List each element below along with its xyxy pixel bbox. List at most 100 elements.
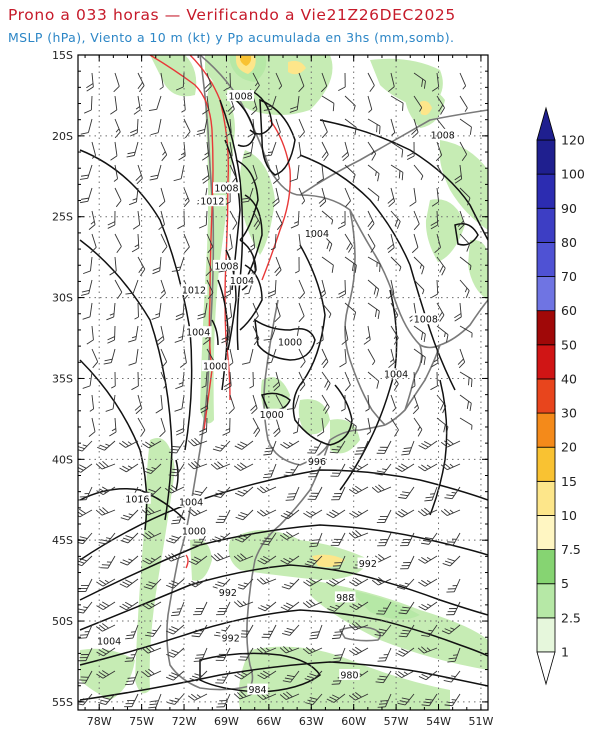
wind-barb <box>148 693 162 709</box>
lon-label: 54W <box>426 715 451 728</box>
wind-barb <box>285 486 300 501</box>
wind-barb <box>171 256 185 272</box>
wind-barb <box>257 555 277 565</box>
wind-barb <box>251 164 258 185</box>
wind-barb <box>166 532 185 544</box>
wind-barb <box>431 348 439 368</box>
wind-barb <box>367 302 380 319</box>
wind-barb <box>459 141 468 161</box>
wind-barb <box>298 118 305 139</box>
wind-barb <box>114 233 122 254</box>
wind-barb <box>80 118 93 135</box>
wind-barb <box>141 506 162 516</box>
wind-barb <box>413 348 426 366</box>
isobar-label: 980 <box>340 671 358 682</box>
wind-barb <box>201 141 210 161</box>
wind-barb <box>183 233 190 254</box>
wind-barb <box>171 509 185 525</box>
wind-barb <box>206 233 214 254</box>
wind-barb <box>167 693 185 705</box>
wind-barb <box>274 302 281 323</box>
wind-barb <box>302 647 323 655</box>
isobar-label: 1008 <box>214 184 238 195</box>
wind-barb <box>440 508 461 516</box>
wind-barb <box>275 72 283 90</box>
wind-barb <box>320 72 328 93</box>
wind-barb <box>126 141 139 158</box>
wind-barb <box>103 348 116 365</box>
colorbar-segment <box>536 515 556 551</box>
wind-barb <box>142 601 162 610</box>
colorbar-label: 5 <box>561 576 569 591</box>
colorbar-segment <box>536 276 556 312</box>
colorbar-segment <box>536 344 556 380</box>
wind-barb <box>159 72 164 90</box>
wind-barb <box>198 210 208 229</box>
wind-barb <box>78 486 93 501</box>
wind-barb <box>166 670 185 681</box>
wind-barb <box>260 532 277 546</box>
wind-barb <box>298 279 305 300</box>
isobar-label-bg <box>184 326 212 338</box>
wind-barb <box>213 486 231 499</box>
wind-barb <box>111 371 116 389</box>
wind-barb <box>286 394 300 410</box>
wind-barb <box>316 325 324 345</box>
wind-barb <box>119 601 139 611</box>
wind-barb <box>183 187 190 208</box>
wind-barb <box>321 348 329 369</box>
wind-barb <box>78 670 93 684</box>
wind-barb <box>221 325 231 344</box>
wind-barb <box>191 624 208 638</box>
wind-barb <box>257 670 277 680</box>
wind-barb <box>412 394 420 415</box>
isobar-label-bg <box>198 195 226 207</box>
wind-barb <box>430 279 439 299</box>
wind-barb <box>413 279 425 295</box>
wind-barb <box>124 647 139 662</box>
wind-barb <box>390 118 396 136</box>
wind-barb <box>431 72 440 92</box>
wind-barb <box>96 647 116 657</box>
wind-barb <box>78 508 93 518</box>
wind-barb <box>134 394 143 415</box>
wind-barb <box>436 325 449 343</box>
wind-barb <box>290 210 300 229</box>
wind-barb <box>459 325 473 338</box>
wind-barb <box>166 647 185 658</box>
wind-barb <box>331 486 346 501</box>
wind-barb <box>363 325 371 345</box>
isobar-label-bg <box>429 128 457 140</box>
wind-barb <box>202 95 210 115</box>
wind-barb <box>344 187 351 208</box>
wind-barb <box>282 624 300 636</box>
wind-barb <box>128 187 139 206</box>
wind-barb <box>418 440 438 450</box>
wind-barb <box>129 118 139 137</box>
wind-barb <box>128 348 139 366</box>
wind-barb <box>82 371 93 389</box>
wind-barb <box>263 463 277 479</box>
wind-barb <box>177 210 185 230</box>
colorbar-segment <box>536 617 556 653</box>
lon-label: 72W <box>172 715 197 728</box>
lon-label: 66W <box>256 715 281 728</box>
wind-barb <box>375 670 392 684</box>
colorbar-label: 80 <box>561 235 577 250</box>
wind-barb <box>179 348 187 368</box>
wind-barb <box>270 233 277 251</box>
wind-barb <box>223 72 231 92</box>
wind-barb <box>371 484 392 493</box>
wind-barb <box>418 670 438 681</box>
wind-barb <box>256 486 277 494</box>
wind-barb <box>141 530 162 540</box>
colorbar-label: 50 <box>561 337 577 352</box>
wind-barb <box>174 325 185 343</box>
colorbar-label: 60 <box>561 303 577 318</box>
wind-barb <box>349 485 369 495</box>
wind-barb <box>189 670 208 682</box>
wind-barb <box>367 187 380 202</box>
wind-barb <box>252 302 259 323</box>
wind-barb <box>296 233 302 251</box>
wind-barb <box>390 210 401 229</box>
